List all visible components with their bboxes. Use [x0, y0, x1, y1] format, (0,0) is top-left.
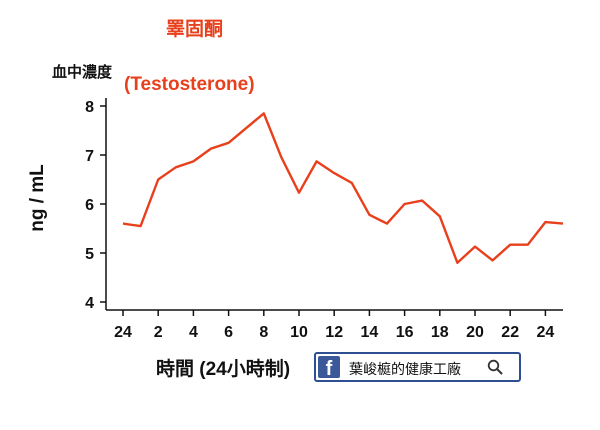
x-tick-label: 24	[537, 324, 555, 341]
x-tick-label: 18	[431, 324, 449, 341]
chart-title: 睪固酮	[166, 19, 224, 40]
x-tick-label: 12	[325, 324, 343, 341]
chart-axes	[105, 98, 563, 311]
x-tick-label: 6	[224, 324, 233, 341]
y-tick-label: 5	[85, 246, 94, 263]
x-axis-label: 時間 (24小時制)	[156, 359, 291, 380]
x-tick-label: 22	[501, 324, 519, 341]
y-tick-label: 6	[85, 197, 94, 214]
x-tick-label: 2	[154, 324, 163, 341]
y-axis-label: ng / mL	[27, 164, 48, 232]
y-tick-label: 7	[85, 148, 94, 165]
y-tick-label: 4	[85, 295, 94, 312]
y-axis-ticks: 4 5 6 7 8	[85, 99, 106, 312]
y-tick-label: 8	[85, 99, 94, 116]
facebook-search-badge[interactable]: f 葉峻榳的健康工廠	[314, 352, 521, 382]
series-group	[122, 112, 564, 264]
search-icon	[487, 359, 503, 375]
x-tick-label: 14	[361, 324, 379, 341]
chart-subtitle: (Testosterone)	[124, 74, 255, 95]
y-axis-unit-label: 血中濃度	[52, 64, 113, 81]
x-tick-label: 4	[189, 324, 198, 341]
page-name-text: 葉峻榳的健康工廠	[349, 361, 461, 377]
x-tick-label: 24	[114, 324, 132, 341]
x-tick-label: 10	[290, 324, 308, 341]
facebook-icon: f	[318, 356, 340, 378]
x-tick-label: 8	[259, 324, 268, 341]
series-line	[122, 112, 564, 264]
x-axis-ticks: 24 2 4 6 8 10 12 14 16 18 20 22 24	[114, 310, 554, 341]
x-tick-label: 20	[466, 324, 484, 341]
x-tick-label: 16	[396, 324, 414, 341]
